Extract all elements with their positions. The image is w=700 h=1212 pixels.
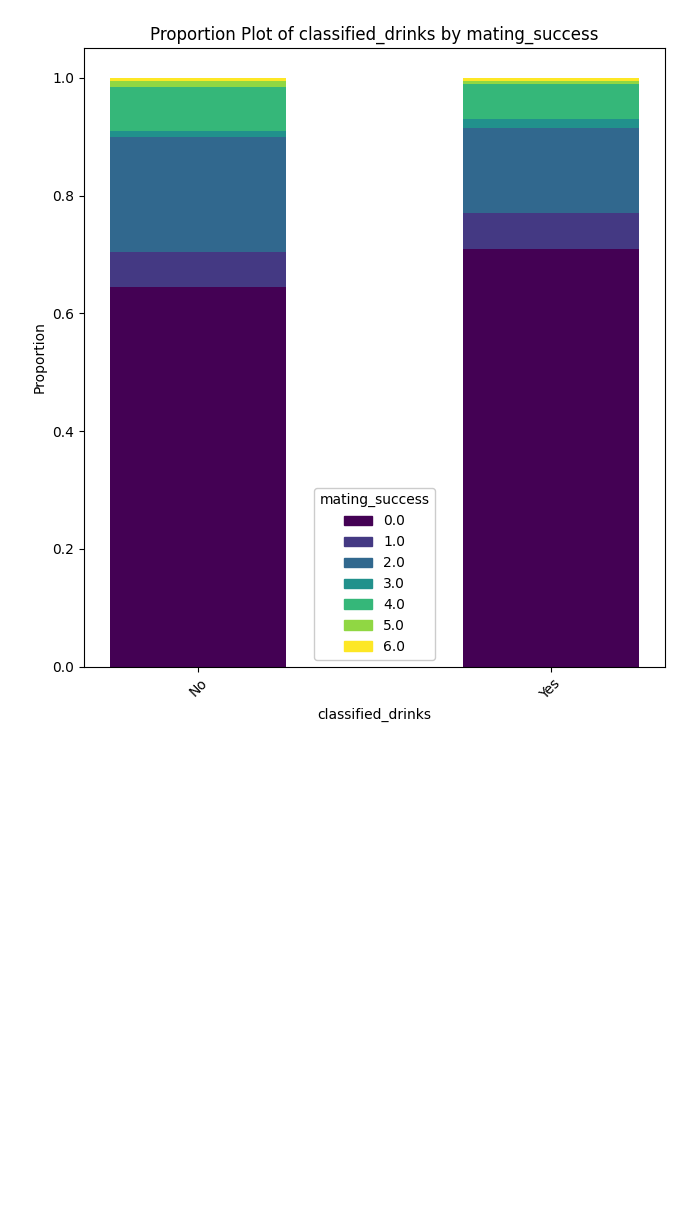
Bar xyxy=(111,81,286,87)
Bar xyxy=(111,252,286,287)
Bar xyxy=(111,137,286,252)
Bar xyxy=(463,78,638,81)
Bar xyxy=(463,248,638,667)
Bar xyxy=(463,81,638,84)
Y-axis label: Proportion: Proportion xyxy=(33,321,47,394)
Bar xyxy=(463,119,638,128)
Bar xyxy=(463,84,638,119)
Legend: 0.0, 1.0, 2.0, 3.0, 4.0, 5.0, 6.0: 0.0, 1.0, 2.0, 3.0, 4.0, 5.0, 6.0 xyxy=(314,487,435,659)
Title: Proportion Plot of classified_drinks by mating_success: Proportion Plot of classified_drinks by … xyxy=(150,27,598,45)
Bar xyxy=(111,287,286,667)
Bar xyxy=(463,128,638,213)
Bar xyxy=(111,87,286,131)
Bar xyxy=(111,78,286,81)
X-axis label: classified_drinks: classified_drinks xyxy=(318,708,431,721)
Bar xyxy=(111,131,286,137)
Bar xyxy=(463,213,638,248)
